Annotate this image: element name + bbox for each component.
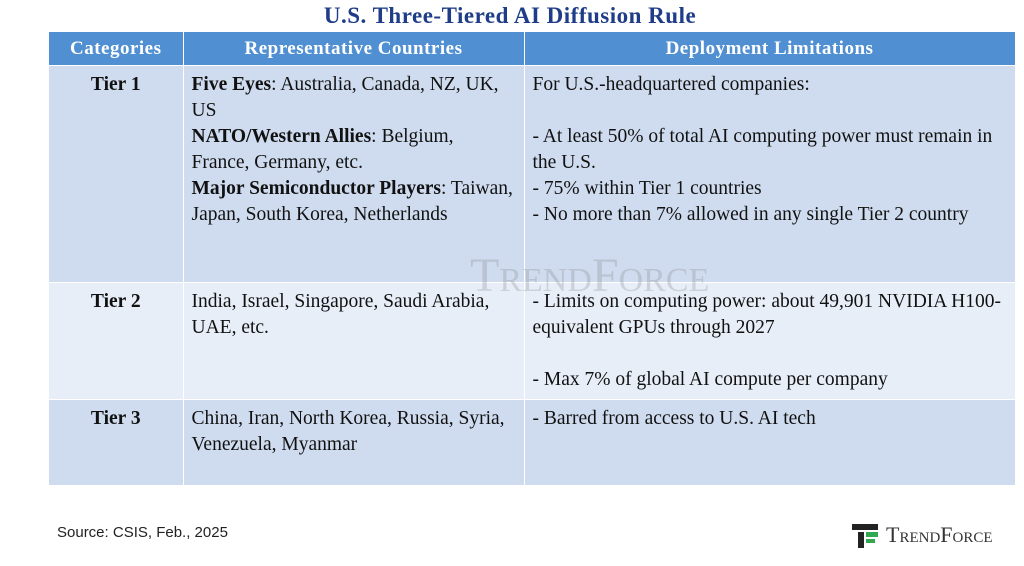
countries-paragraph: Five Eyes: Australia, Canada, NZ, UK, US xyxy=(192,72,516,124)
country-list: India, Israel, Singapore, Saudi Arabia, … xyxy=(191,291,490,338)
group-name: Major Semiconductor Players xyxy=(191,178,441,199)
limitations-cell: - Limits on computing power: about 49,90… xyxy=(524,282,1016,400)
limitations-cell: - Barred from access to U.S. AI tech xyxy=(524,399,1016,485)
group-name: Five Eyes xyxy=(191,74,272,95)
table-row: Tier 2 India, Israel, Singapore, Saudi Ar… xyxy=(49,282,1016,400)
logo-icon xyxy=(852,524,878,548)
limitation: - Max 7% of global AI compute per compan… xyxy=(532,369,888,390)
limitation: For U.S.-headquartered companies: xyxy=(532,74,810,95)
countries-cell: Five Eyes: Australia, Canada, NZ, UK, US… xyxy=(183,65,525,283)
countries-paragraph: NATO/Western Allies: Belgium, France, Ge… xyxy=(192,124,516,176)
table-row: Tier 3 China, Iran, North Korea, Russia, … xyxy=(49,399,1016,485)
limitation: - At least 50% of total AI computing pow… xyxy=(532,126,993,173)
category-cell: Tier 2 xyxy=(49,282,184,400)
category-cell: Tier 1 xyxy=(49,65,184,283)
countries-cell: China, Iran, North Korea, Russia, Syria,… xyxy=(183,399,525,485)
header-row: Categories Representative Countries Deploy… xyxy=(49,32,1016,66)
group-name: NATO/Western Allies xyxy=(191,126,372,147)
table-row: Tier 1 Five Eyes: Australia, Canada, NZ, … xyxy=(49,65,1016,283)
watermark: TrendForce xyxy=(470,249,710,302)
limitation: - Limits on computing power: about 49,90… xyxy=(532,291,1002,338)
country-list: : Belgium, France, Germany, etc. xyxy=(191,126,454,173)
country-list: China, Iran, North Korea, Russia, Syria,… xyxy=(191,408,505,455)
limitation: - 75% within Tier 1 countries xyxy=(532,178,762,199)
category-cell: Tier 3 xyxy=(49,399,184,485)
header-cell: Categories xyxy=(49,32,184,66)
table: Categories Representative Countries Deploy… xyxy=(49,32,1016,485)
limitation: - Barred from access to U.S. AI tech xyxy=(532,408,816,429)
header-cell: Representative Countries xyxy=(183,32,525,66)
limitations-cell: For U.S.-headquartered companies: - At le… xyxy=(524,65,1016,283)
limitation: - No more than 7% allowed in any single … xyxy=(532,204,969,225)
logo: TrendForce xyxy=(852,520,1017,550)
countries-cell: India, Israel, Singapore, Saudi Arabia, … xyxy=(183,282,525,400)
countries-paragraph: India, Israel, Singapore, Saudi Arabia, … xyxy=(192,289,516,341)
logo-text: TrendForce xyxy=(886,522,993,547)
table-body: Tier 1 Five Eyes: Australia, Canada, NZ, … xyxy=(49,65,1016,485)
country-list: : Taiwan, Japan, South Korea, Netherland… xyxy=(191,178,513,225)
countries-paragraph: Major Semiconductor Players: Taiwan, Jap… xyxy=(192,176,516,228)
country-list: : Australia, Canada, NZ, UK, US xyxy=(191,74,499,121)
countries-paragraph: China, Iran, North Korea, Russia, Syria,… xyxy=(192,406,516,458)
title: U.S. Three-Tiered AI Diffusion Rule xyxy=(323,3,697,28)
header-cell: Deployment Limitations xyxy=(524,32,1016,66)
source: Source: CSIS, Feb., 2025 xyxy=(57,524,228,541)
